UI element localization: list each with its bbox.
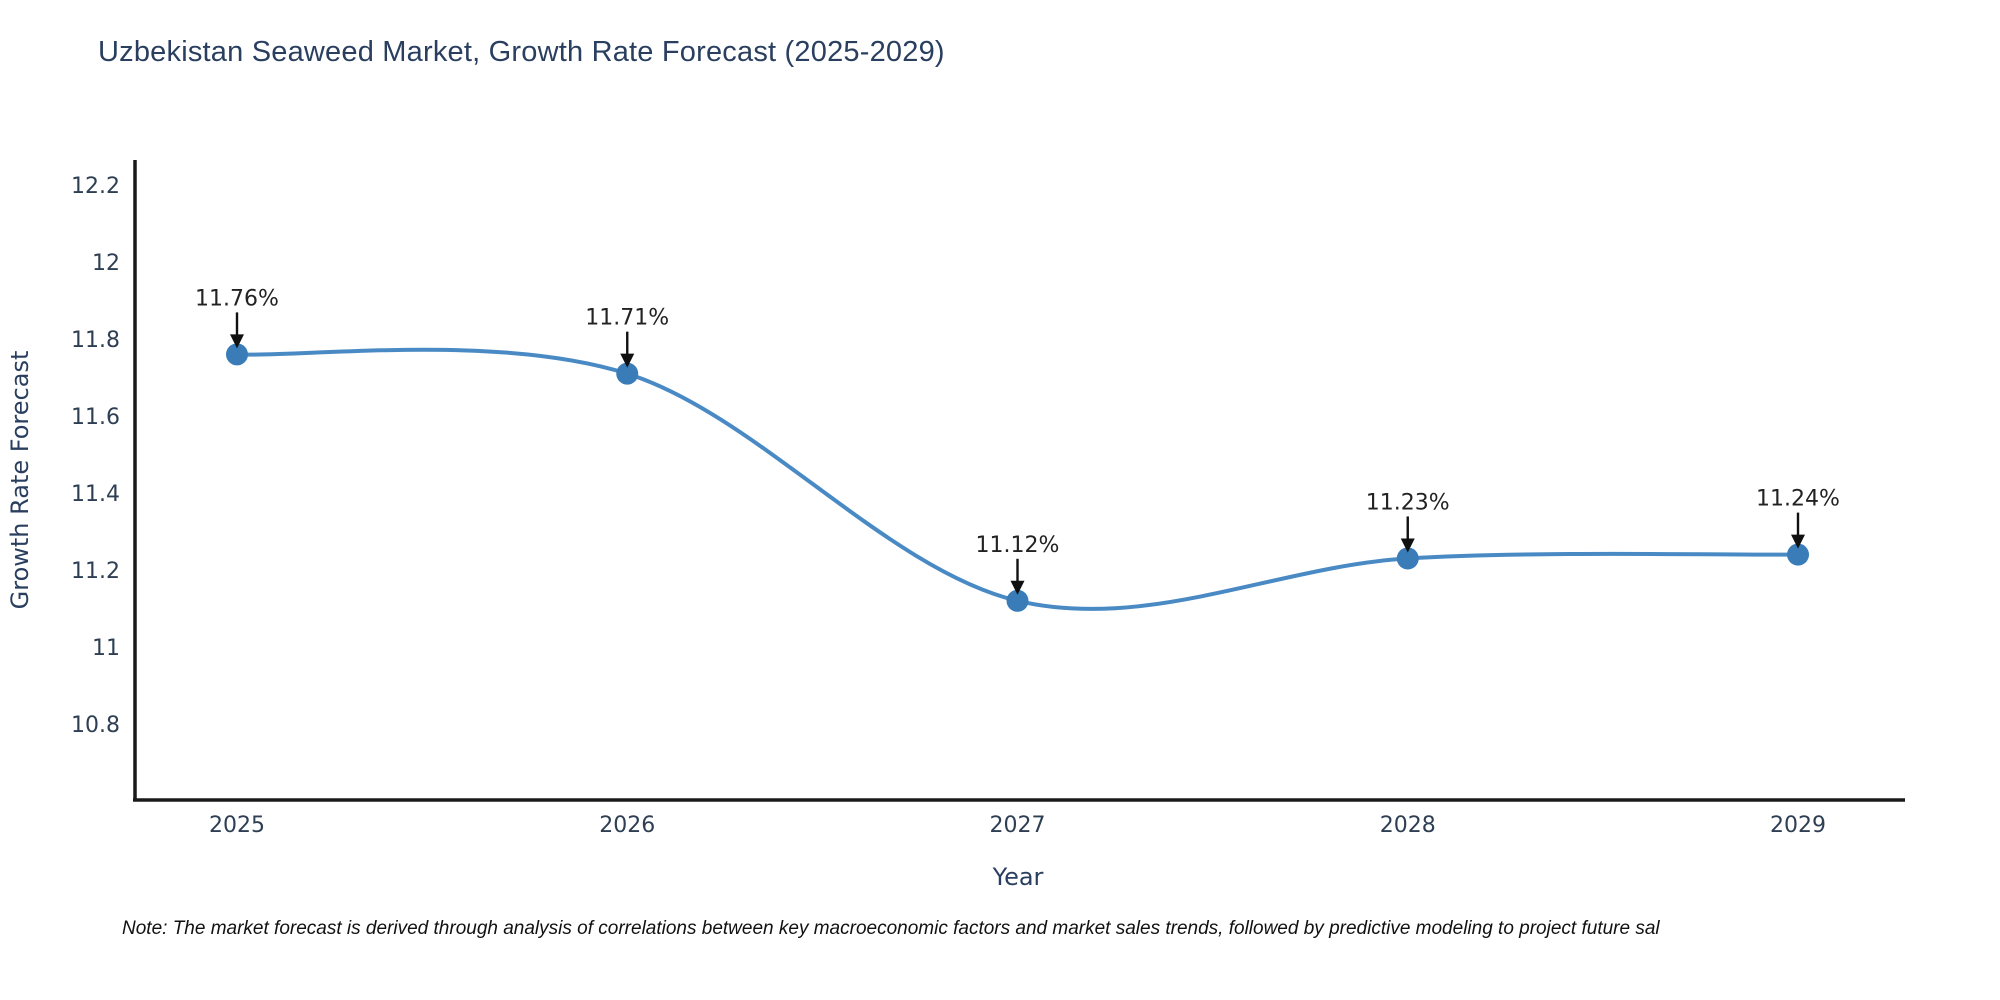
data-point-marker (226, 343, 248, 366)
x-tick-label: 2028 (1380, 813, 1436, 838)
annotation-arrow-head (1400, 538, 1415, 553)
y-tick-label: 10.8 (71, 713, 120, 738)
y-tick-label: 12.2 (71, 174, 120, 199)
annotation-arrow-head (620, 353, 635, 368)
y-tick-label: 11 (92, 636, 120, 661)
y-tick-label: 11.8 (71, 328, 120, 353)
series-growth-rate-forecast (226, 343, 1809, 612)
annotation-arrow-head (230, 334, 244, 349)
y-tick-label: 11.2 (71, 559, 120, 584)
x-axis-title: Year (992, 863, 1044, 891)
chart-title: Uzbekistan Seaweed Market, Growth Rate F… (98, 36, 945, 68)
point-annotations: 11.76% 11.71% 11.12% 11.23% 11.24% (195, 286, 1840, 595)
point-value-label: 11.24% (1756, 487, 1840, 512)
point-value-label: 11.76% (195, 286, 279, 311)
data-point-marker (616, 362, 639, 385)
data-point-marker (1787, 543, 1809, 566)
annotation-arrow-head (1010, 580, 1025, 595)
x-tick-label: 2029 (1770, 813, 1826, 838)
data-point-marker (1396, 547, 1419, 570)
point-value-label: 11.71% (585, 306, 669, 331)
data-point-marker (1006, 589, 1029, 612)
x-tick-labels: 2025 2026 2027 2028 2029 (209, 813, 1826, 838)
x-tick-label: 2026 (599, 813, 655, 838)
y-tick-label: 12 (92, 251, 120, 276)
point-value-label: 11.12% (976, 533, 1060, 558)
annotation-arrow-head (1791, 534, 1805, 549)
x-tick-label: 2025 (209, 813, 265, 838)
x-tick-label: 2027 (990, 813, 1046, 838)
y-tick-labels: 12.2 12 11.8 11.6 11.4 11.2 11 10.8 (71, 174, 120, 738)
y-tick-label: 11.4 (71, 482, 120, 507)
y-axis-title: Growth Rate Forecast (6, 351, 34, 610)
footnote: Note: The market forecast is derived thr… (122, 918, 1660, 939)
y-tick-label: 11.6 (71, 405, 120, 430)
point-value-label: 11.23% (1366, 490, 1450, 515)
